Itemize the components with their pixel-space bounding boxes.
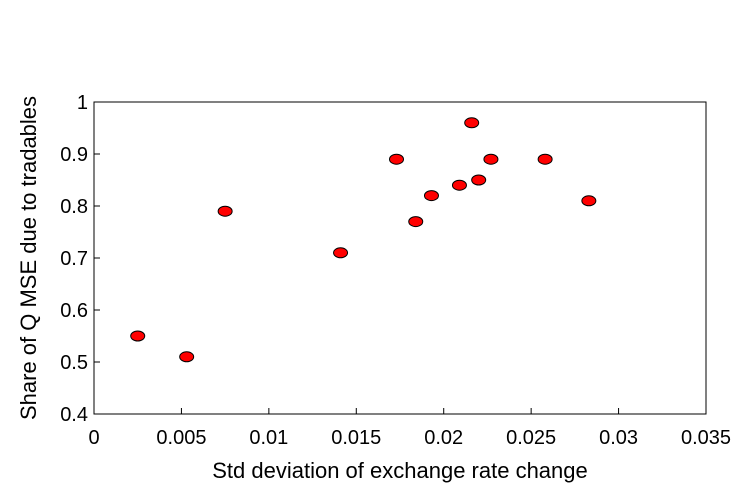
data-point [451, 179, 467, 191]
y-tick-label: 0.7 [60, 248, 88, 270]
data-point [389, 153, 405, 165]
x-tick-label: 0.025 [506, 427, 556, 449]
data-point [471, 174, 487, 186]
data-point [408, 216, 424, 228]
data-point [464, 117, 480, 129]
x-tick-label: 0.005 [156, 427, 206, 449]
data-point [483, 153, 499, 165]
data-point [179, 351, 195, 363]
data-point [217, 205, 233, 217]
y-axis-title: Share of Q MSE due to tradables [16, 96, 41, 420]
x-tick-label: 0.01 [249, 427, 288, 449]
y-tick-label: 0.4 [60, 404, 88, 426]
x-tick-label: 0.035 [681, 427, 731, 449]
y-tick-label: 0.8 [60, 196, 88, 218]
x-axis-title: Std deviation of exchange rate change [212, 458, 588, 483]
data-points [130, 117, 597, 363]
x-tick-label: 0.03 [599, 427, 638, 449]
y-tick-label: 0.9 [60, 144, 88, 166]
x-tick-label: 0.02 [424, 427, 463, 449]
x-tick-label: 0 [88, 427, 99, 449]
y-tick-label: 0.6 [60, 300, 88, 322]
x-axis: 0 0.005 0.01 0.015 0.02 0.025 0.03 0.035 [88, 408, 731, 449]
data-point [537, 153, 553, 165]
data-point [130, 330, 146, 342]
y-tick-label: 0.5 [60, 352, 88, 374]
plot-area [93, 101, 707, 415]
data-point [423, 190, 439, 202]
y-tick-label: 1 [77, 92, 88, 114]
x-tick-label: 0.015 [331, 427, 381, 449]
data-point [333, 247, 349, 259]
data-point [581, 195, 597, 207]
y-axis: 0.4 0.5 0.6 0.7 0.8 0.9 1 [60, 92, 100, 426]
